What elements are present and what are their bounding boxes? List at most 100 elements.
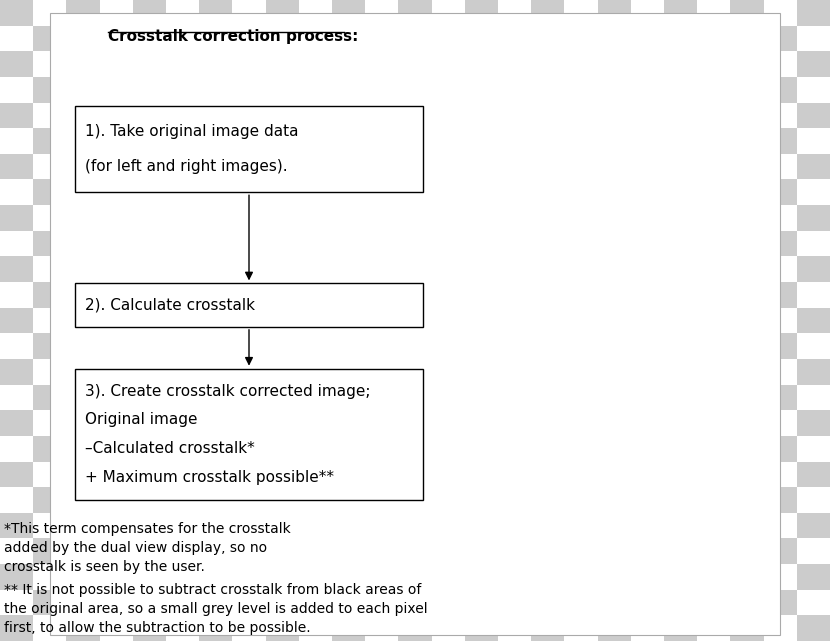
Bar xyxy=(398,590,432,615)
Bar xyxy=(398,26,432,51)
Bar xyxy=(199,436,232,462)
Bar xyxy=(166,385,199,410)
Bar xyxy=(398,385,432,410)
Bar xyxy=(598,154,631,179)
Bar xyxy=(531,256,564,282)
Bar xyxy=(564,538,598,564)
Bar xyxy=(697,282,730,308)
Bar xyxy=(66,51,100,77)
Bar xyxy=(332,231,365,256)
Bar xyxy=(465,103,498,128)
Bar xyxy=(432,462,465,487)
Bar xyxy=(664,154,697,179)
Bar xyxy=(498,590,531,615)
Bar xyxy=(664,282,697,308)
Bar xyxy=(299,103,332,128)
Bar xyxy=(232,0,266,26)
Bar xyxy=(66,333,100,359)
Bar xyxy=(199,103,232,128)
Bar xyxy=(0,513,33,538)
Bar xyxy=(133,179,166,205)
Bar xyxy=(166,333,199,359)
Bar xyxy=(166,487,199,513)
Bar xyxy=(432,128,465,154)
Bar xyxy=(365,77,398,103)
Bar xyxy=(100,487,133,513)
Bar xyxy=(66,282,100,308)
Bar xyxy=(266,385,299,410)
Bar xyxy=(797,538,830,564)
Bar xyxy=(266,26,299,51)
Bar xyxy=(531,590,564,615)
Bar xyxy=(199,256,232,282)
Bar xyxy=(564,359,598,385)
Text: *This term compensates for the crosstalk
added by the dual view display, so no
c: *This term compensates for the crosstalk… xyxy=(4,522,290,574)
Bar xyxy=(100,154,133,179)
Bar xyxy=(398,0,432,26)
Bar xyxy=(365,333,398,359)
Bar xyxy=(664,179,697,205)
Bar xyxy=(432,333,465,359)
Bar xyxy=(100,538,133,564)
Bar xyxy=(33,333,66,359)
Bar xyxy=(398,564,432,590)
Bar xyxy=(365,615,398,641)
Bar xyxy=(432,51,465,77)
Bar xyxy=(0,410,33,436)
Bar xyxy=(332,205,365,231)
Bar xyxy=(199,179,232,205)
Bar xyxy=(498,77,531,103)
Bar xyxy=(365,564,398,590)
Bar xyxy=(598,333,631,359)
Bar xyxy=(797,385,830,410)
Bar xyxy=(598,205,631,231)
Bar xyxy=(266,564,299,590)
Bar xyxy=(166,179,199,205)
Bar xyxy=(564,154,598,179)
Bar xyxy=(432,385,465,410)
Bar xyxy=(266,231,299,256)
Bar xyxy=(332,462,365,487)
Bar xyxy=(33,462,66,487)
Bar xyxy=(299,256,332,282)
Bar xyxy=(398,179,432,205)
Bar xyxy=(797,179,830,205)
Bar xyxy=(266,128,299,154)
Bar xyxy=(299,154,332,179)
Bar xyxy=(133,103,166,128)
Bar xyxy=(764,538,797,564)
Bar xyxy=(564,51,598,77)
Bar xyxy=(100,462,133,487)
Bar xyxy=(465,487,498,513)
Bar xyxy=(564,256,598,282)
Bar xyxy=(232,51,266,77)
Bar xyxy=(432,436,465,462)
Bar xyxy=(531,0,564,26)
Bar xyxy=(631,308,664,333)
Bar xyxy=(498,0,531,26)
Bar xyxy=(730,487,764,513)
Bar xyxy=(697,513,730,538)
Bar xyxy=(266,590,299,615)
Bar xyxy=(531,51,564,77)
Bar xyxy=(365,538,398,564)
Bar xyxy=(66,590,100,615)
Bar xyxy=(797,359,830,385)
Bar xyxy=(797,282,830,308)
Bar xyxy=(531,436,564,462)
Bar xyxy=(730,179,764,205)
Bar xyxy=(664,333,697,359)
Bar xyxy=(199,51,232,77)
Bar xyxy=(299,385,332,410)
Bar xyxy=(797,487,830,513)
Bar xyxy=(697,154,730,179)
Bar xyxy=(797,615,830,641)
Bar xyxy=(797,410,830,436)
Bar xyxy=(332,308,365,333)
Bar xyxy=(432,615,465,641)
Bar xyxy=(631,590,664,615)
Bar xyxy=(531,564,564,590)
Bar xyxy=(365,436,398,462)
Bar xyxy=(0,154,33,179)
Bar xyxy=(199,333,232,359)
